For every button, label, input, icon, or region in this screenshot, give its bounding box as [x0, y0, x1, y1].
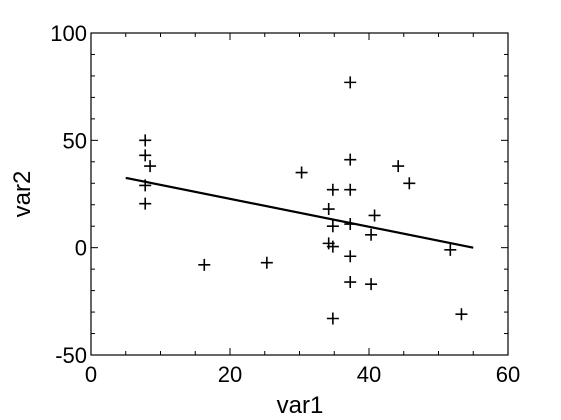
data-point — [365, 278, 378, 291]
data-point — [455, 308, 468, 321]
x-tick-label: 20 — [218, 362, 242, 387]
plot-border — [90, 32, 509, 356]
data-point — [326, 240, 339, 253]
data-point — [344, 276, 357, 289]
data-point — [392, 160, 405, 173]
data-point — [344, 250, 357, 263]
data-point — [326, 312, 339, 325]
data-point — [326, 183, 339, 196]
data-point — [365, 228, 378, 241]
data-point — [344, 76, 357, 89]
data-point — [139, 197, 152, 210]
data-point — [344, 183, 357, 196]
x-tick-label: 0 — [85, 362, 97, 387]
x-tick-label: 60 — [496, 362, 520, 387]
data-point — [144, 160, 157, 173]
y-tick-label: -50 — [55, 343, 87, 368]
regression-line-group — [125, 176, 474, 249]
data-point — [260, 256, 273, 269]
data-point — [368, 209, 381, 222]
y-tick-label: 0 — [75, 236, 87, 261]
data-point — [326, 220, 339, 233]
data-point — [295, 166, 308, 179]
y-axis-ticks: -50 0 50 100 — [50, 21, 508, 368]
x-tick-label: 40 — [357, 362, 381, 387]
data-points — [139, 76, 468, 325]
data-point — [198, 258, 211, 271]
regression-line — [125, 176, 474, 249]
y-axis-label: var2 — [9, 171, 36, 218]
data-point — [139, 149, 152, 162]
data-point — [444, 243, 457, 256]
data-point — [403, 177, 416, 190]
data-point — [139, 134, 152, 147]
data-point — [344, 153, 357, 166]
plot-frame — [90, 32, 509, 356]
y-tick-label: 50 — [63, 128, 87, 153]
x-axis-ticks: 0 20 40 60 — [85, 33, 520, 387]
x-axis-label: var1 — [277, 392, 324, 419]
data-point — [322, 203, 335, 216]
y-tick-label: 100 — [50, 21, 87, 46]
